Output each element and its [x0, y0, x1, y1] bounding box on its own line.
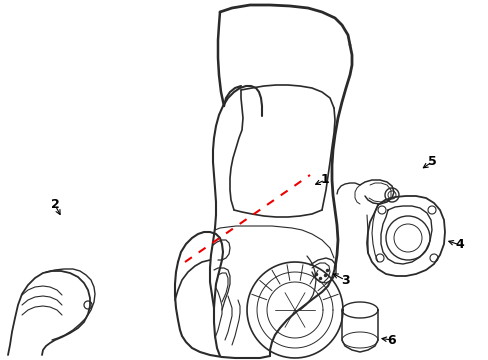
Text: 3: 3: [340, 274, 348, 287]
Text: 5: 5: [427, 156, 435, 168]
Text: 4: 4: [455, 238, 464, 252]
Text: 2: 2: [51, 198, 59, 211]
Text: 1: 1: [320, 174, 329, 186]
Text: 6: 6: [387, 333, 395, 346]
